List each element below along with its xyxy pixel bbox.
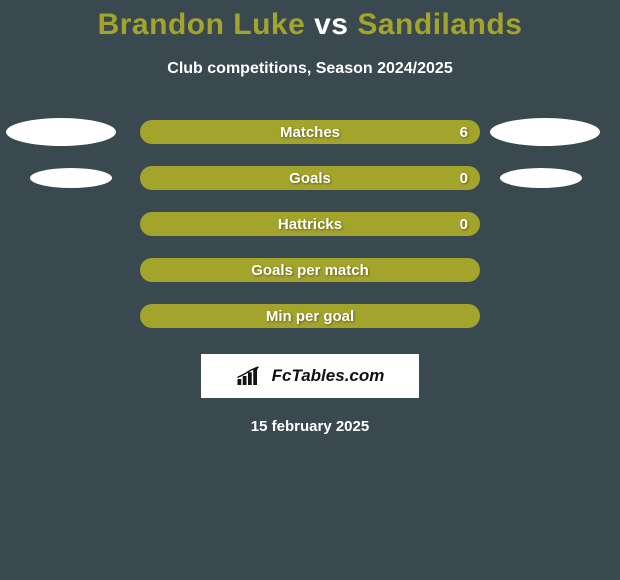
stat-row-goals-per-match: Goals per match: [0, 258, 620, 282]
stat-bar: Min per goal: [140, 304, 480, 328]
comparison-card: Brandon Luke vs Sandilands Club competit…: [0, 0, 620, 435]
stat-bar: Hattricks 0: [140, 212, 480, 236]
fctables-logo[interactable]: FcTables.com: [201, 354, 419, 398]
stat-row-min-per-goal: Min per goal: [0, 304, 620, 328]
subtitle: Club competitions, Season 2024/2025: [167, 60, 452, 78]
logo-text: FcTables.com: [272, 366, 385, 386]
chart-bars-icon: [236, 365, 266, 387]
stat-row-matches: Matches 6: [0, 120, 620, 144]
stat-label: Matches: [280, 124, 340, 141]
stat-row-goals: Goals 0: [0, 166, 620, 190]
stat-bar: Matches 6: [140, 120, 480, 144]
footer-date: 15 february 2025: [251, 418, 369, 435]
player1-name: Brandon Luke: [98, 8, 306, 41]
stats-area: Matches 6 Goals 0 Hattricks 0 Goals per …: [0, 120, 620, 328]
stat-value-right: 0: [460, 170, 468, 187]
vs-label: vs: [314, 8, 348, 41]
player2-name: Sandilands: [357, 8, 522, 41]
right-bubble: [490, 118, 600, 146]
left-bubble: [30, 168, 112, 188]
stat-row-hattricks: Hattricks 0: [0, 212, 620, 236]
stat-value-right: 0: [460, 216, 468, 233]
stat-label: Goals per match: [251, 262, 369, 279]
stat-bar: Goals per match: [140, 258, 480, 282]
stat-label: Hattricks: [278, 216, 342, 233]
left-bubble: [6, 118, 116, 146]
stat-label: Min per goal: [266, 308, 354, 325]
page-title: Brandon Luke vs Sandilands: [98, 8, 523, 42]
stat-value-right: 6: [460, 124, 468, 141]
stat-bar: Goals 0: [140, 166, 480, 190]
stat-label: Goals: [289, 170, 331, 187]
right-bubble: [500, 168, 582, 188]
